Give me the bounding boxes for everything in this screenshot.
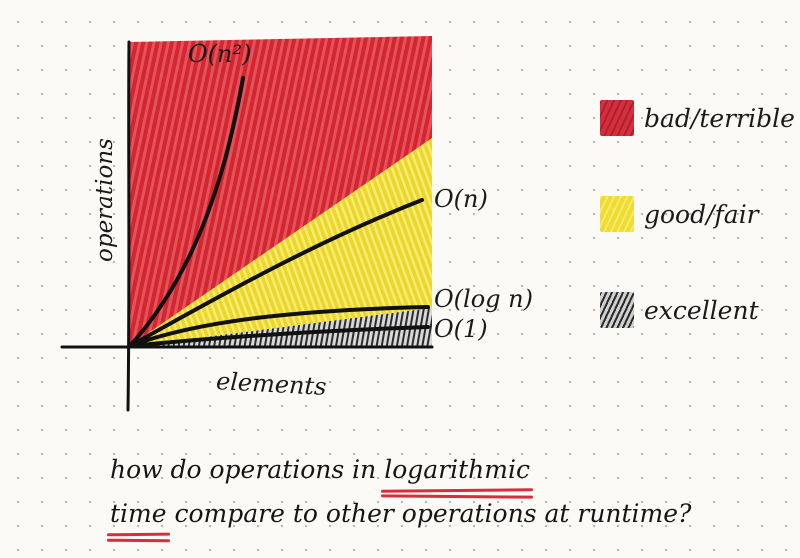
legend-item-excellent: excellent <box>600 284 795 336</box>
legend-swatch-gray <box>600 292 634 328</box>
question-highlight-logarithmic: logarithmic <box>384 448 530 492</box>
question-part2: compare to other operations at runtime? <box>166 499 692 528</box>
question-caption: how do operations in logarithmic time co… <box>110 448 790 536</box>
legend-label-bad: bad/terrible <box>644 103 795 133</box>
legend-label-excellent: excellent <box>644 295 759 325</box>
x-axis <box>60 345 434 349</box>
legend-label-good: good/fair <box>644 199 759 229</box>
legend-swatch-yellow <box>600 196 634 232</box>
label-log-n: O(log n) <box>434 285 533 313</box>
curve-constant <box>128 325 430 348</box>
question-highlight-time: time <box>110 492 167 536</box>
curve-log-n <box>128 305 430 348</box>
legend-item-bad: bad/terrible <box>600 92 795 144</box>
question-part1: how do operations in <box>110 455 385 484</box>
label-n-squared: O(n²) <box>188 40 251 68</box>
good-fair-region <box>128 138 432 348</box>
y-axis <box>126 40 131 412</box>
legend-swatch-red <box>600 100 634 136</box>
curve-n <box>128 198 424 348</box>
y-axis-label: operations <box>92 138 118 262</box>
curve-n-squared <box>128 76 245 348</box>
x-axis-label: elements <box>215 367 327 401</box>
label-constant: O(1) <box>434 315 488 343</box>
label-n: O(n) <box>434 185 488 213</box>
legend-item-good: good/fair <box>600 188 795 240</box>
legend: bad/terrible good/fair excellent <box>600 92 795 380</box>
